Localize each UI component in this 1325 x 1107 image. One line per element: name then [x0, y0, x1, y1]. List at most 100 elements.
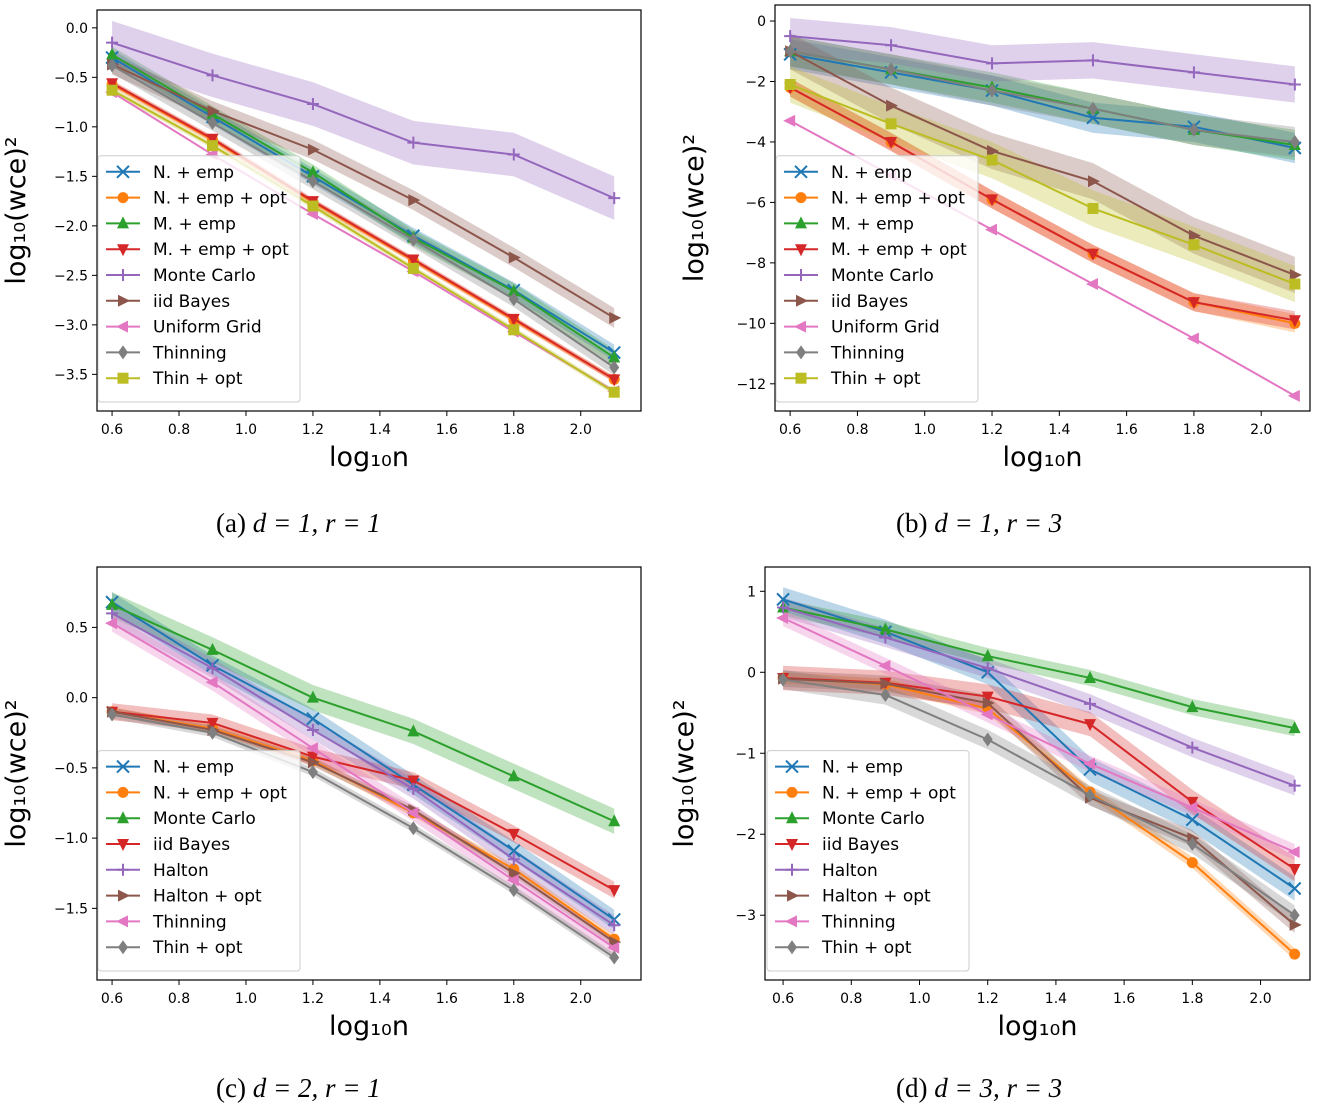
legend-label: Uniform Grid [153, 318, 262, 338]
data-point [785, 44, 796, 59]
data-point [607, 941, 620, 954]
axes-frame [96, 566, 642, 981]
data-point [986, 57, 999, 70]
axes-frame [764, 566, 1311, 981]
data-point [107, 707, 118, 722]
legend-label: Halton [822, 861, 878, 881]
series-line [111, 82, 615, 381]
legend-label: Monte Carlo [153, 266, 256, 286]
data-point [986, 154, 998, 166]
data-point [206, 140, 218, 152]
legend-marker [117, 811, 129, 824]
data-point [1086, 54, 1099, 67]
data-point [106, 36, 119, 49]
data-point [1085, 278, 1098, 291]
x-tick-label: 1.0 [914, 422, 936, 438]
y-tick-label: 0.5 [66, 620, 88, 636]
series-line [789, 50, 1295, 143]
data-point [1288, 779, 1301, 792]
legend-label: Thin + opt [830, 369, 921, 389]
x-tick-label: 1.4 [1045, 991, 1067, 1007]
data-point [980, 708, 993, 721]
series-line [789, 50, 1296, 276]
series-line [111, 601, 615, 921]
data-point [609, 950, 620, 965]
data-point [784, 30, 797, 43]
legend-marker [794, 320, 806, 333]
legend-label: Thin + opt [821, 938, 912, 958]
data-point [1087, 202, 1099, 214]
data-point [508, 324, 520, 336]
series-line [782, 678, 1296, 917]
legend-label: M. + emp + opt [153, 240, 289, 260]
caption-label: (c) [216, 1073, 246, 1103]
y-tick-label: −0.5 [54, 70, 88, 86]
x-tick-label: 2.0 [570, 991, 592, 1007]
data-point [205, 676, 218, 689]
data-point [307, 200, 319, 212]
data-point [207, 725, 218, 740]
data-point [206, 69, 219, 82]
series-line [782, 617, 1296, 853]
y-tick-label: −1.5 [54, 169, 88, 185]
confidence-band [790, 33, 1295, 294]
data-point [777, 601, 790, 614]
legend-marker [785, 759, 799, 774]
legend-label: N. + emp + opt [153, 189, 287, 209]
data-point [1084, 670, 1097, 683]
data-point [1288, 315, 1301, 328]
x-tick-label: 1.4 [369, 991, 391, 1007]
series-line [111, 41, 615, 200]
y-tick-label: −1.0 [54, 120, 88, 136]
legend-label: M. + emp [153, 214, 236, 234]
legend-marker [117, 269, 129, 281]
legend-label: N. + emp [822, 758, 903, 778]
legend-label: N. + emp [831, 163, 912, 183]
legend-marker [795, 372, 807, 384]
confidence-band [112, 592, 615, 930]
data-point [1185, 812, 1200, 827]
legend-label: iid Bayes [831, 292, 908, 312]
x-tick-label: 2.0 [1250, 422, 1272, 438]
data-point [885, 118, 897, 130]
y-tick-label: −1.0 [54, 831, 88, 847]
y-axis-label: log₁₀(wce)² [1, 699, 32, 847]
data-point [408, 194, 421, 207]
legend-label: iid Bayes [153, 292, 230, 312]
y-tick-label: −1.5 [54, 901, 88, 917]
caption-label: (d) [896, 1073, 928, 1103]
data-point [1289, 268, 1302, 281]
data-point [107, 58, 118, 73]
x-axis-label: log₁₀n [329, 1011, 409, 1042]
data-point [1083, 757, 1096, 770]
series-line [783, 677, 1296, 926]
subplot-a: 0.6 0.8 1.0 1.2 1.4 1.6 1.8 2.0 0.0 −0.5 −1.0 −1.5 −… [1, 9, 642, 473]
confidence-band [783, 669, 1295, 925]
x-tick-label: 1.6 [436, 422, 458, 438]
data-point [1287, 846, 1300, 859]
data-point [886, 62, 897, 77]
caption-math: d = 1, r = 1 [252, 508, 381, 538]
data-point [306, 723, 319, 736]
data-point [1289, 278, 1301, 290]
legend-label: Thinning [152, 912, 227, 932]
confidence-band [790, 78, 1295, 330]
data-point [206, 717, 219, 730]
data-point [307, 174, 318, 189]
legend-marker [118, 294, 130, 307]
legend-label: Halton [153, 861, 209, 881]
data-point [1288, 721, 1301, 734]
x-tick-label: 1.2 [977, 991, 999, 1007]
y-tick-label: −8 [745, 256, 766, 272]
data-point [879, 631, 892, 644]
data-point [207, 115, 218, 130]
x-axis-label: log₁₀n [1003, 442, 1083, 473]
y-tick-label: −2.0 [54, 219, 88, 235]
legend-frame [775, 155, 979, 403]
caption-label: (b) [896, 508, 928, 538]
data-point [608, 885, 621, 898]
data-point [1186, 857, 1198, 869]
series-line [790, 35, 1295, 86]
legend-marker [795, 192, 807, 204]
